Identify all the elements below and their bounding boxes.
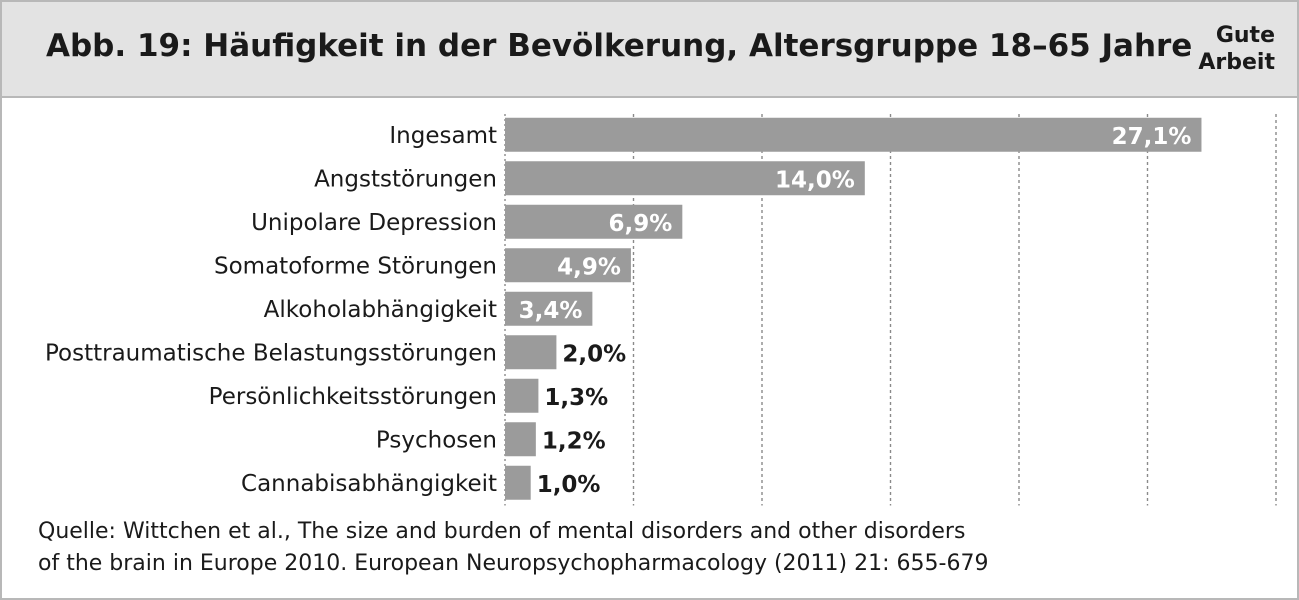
brand-logo-line1: Gute <box>1165 22 1275 49</box>
chart-title: Abb. 19: Häufigkeit in der Bevölkerung, … <box>46 28 1192 64</box>
bar-chart: Ingesamt 27,1% Angststörungen 14,0% Unipolar… <box>2 98 1297 510</box>
bar <box>505 118 1201 152</box>
brand-logo: Gute Arbeit <box>1165 22 1275 76</box>
source-note: Quelle: Wittchen et al., The size and bu… <box>38 516 988 580</box>
value-label: 14,0% <box>775 167 855 193</box>
brand-logo-line2: Arbeit <box>1165 49 1275 76</box>
value-label: 1,0% <box>537 472 601 498</box>
category-label: Psychosen <box>376 427 497 453</box>
value-label: 4,9% <box>557 254 621 280</box>
bar <box>505 466 531 500</box>
category-label: Ingesamt <box>389 123 497 149</box>
value-label: 1,2% <box>542 428 606 454</box>
source-line-2: of the brain in Europe 2010. European Ne… <box>38 548 988 580</box>
category-label: Unipolare Depression <box>251 210 497 236</box>
value-label: 3,4% <box>519 298 583 324</box>
category-label: Somatoforme Störungen <box>214 253 497 279</box>
category-label: Posttraumatische Belastungsstörungen <box>45 340 497 366</box>
category-label: Persönlichkeitsstörungen <box>209 384 497 410</box>
value-label: 2,0% <box>562 341 626 367</box>
source-line-1: Quelle: Wittchen et al., The size and bu… <box>38 516 988 548</box>
category-label: Angststörungen <box>314 166 497 192</box>
category-label: Cannabisabhängigkeit <box>241 471 497 497</box>
value-label: 1,3% <box>544 385 608 411</box>
value-label: 6,9% <box>609 211 673 237</box>
bar <box>505 335 556 369</box>
category-label: Alkoholabhängigkeit <box>264 297 497 323</box>
figure-header: Abb. 19: Häufigkeit in der Bevölkerung, … <box>2 2 1297 98</box>
figure-frame: Abb. 19: Häufigkeit in der Bevölkerung, … <box>0 0 1299 600</box>
bar <box>505 379 538 413</box>
value-label: 27,1% <box>1112 124 1192 150</box>
bar <box>505 422 536 456</box>
